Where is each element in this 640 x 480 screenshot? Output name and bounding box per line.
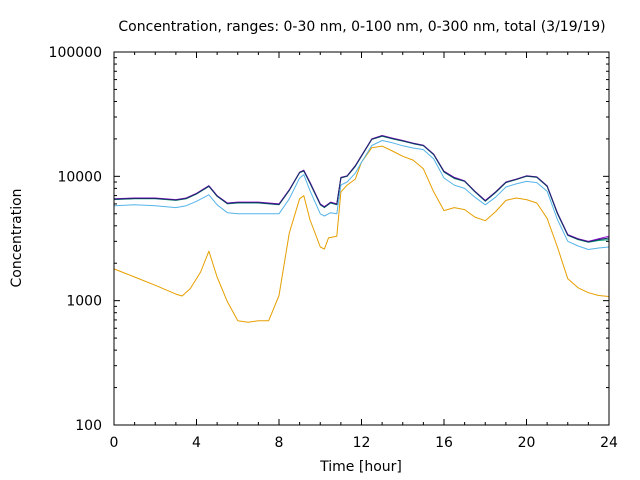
y-tick-label: 10000 [57,169,102,185]
series-line-0-100-nm [113,140,610,250]
y-axis-label: Concentration [9,188,25,287]
series-line-total [113,135,610,242]
y-tick-label: 100 [75,418,102,434]
y-tick-label: 1000 [66,294,102,310]
plot-lines [113,135,610,323]
series-line-total-overlay [113,135,610,243]
y-tick-label: 100000 [49,45,102,61]
x-axis-label: Time [hour] [319,459,402,475]
x-tick-label: 16 [435,435,453,451]
x-tick-label: 8 [275,435,284,451]
x-axis: 0 4 8 12 16 20 24 [110,52,618,451]
chart-title: Concentration, ranges: 0-30 nm, 0-100 nm… [118,19,605,35]
x-tick-label: 4 [192,435,201,451]
plot-frame [113,51,610,426]
x-tick-label: 12 [353,435,371,451]
series-line-0-30-nm [113,145,610,323]
y-axis: 100 1000 10000 100000 [49,45,609,434]
x-tick-label: 24 [600,435,618,451]
series-line-0-300-nm [113,135,610,243]
x-tick-label: 20 [518,435,536,451]
x-tick-label: 0 [110,435,119,451]
